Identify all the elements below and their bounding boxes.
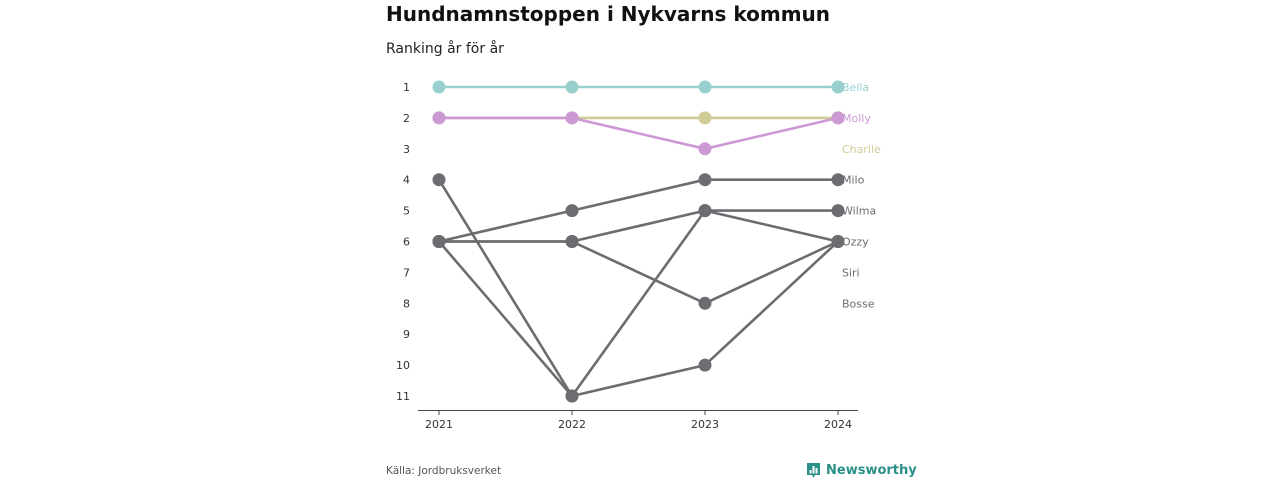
data-point-siri — [565, 389, 579, 403]
series-lines — [437, 85, 840, 398]
series-line-wilma — [437, 209, 840, 243]
y-axis-tick-labels: 1 2 3 4 5 6 7 8 9 10 11 — [396, 81, 410, 403]
series-line-bosse — [437, 209, 840, 398]
data-point-milo — [831, 173, 845, 187]
bar-chart-icon — [807, 463, 820, 478]
newsworthy-logo: Newsworthy — [806, 462, 917, 479]
y-tick-label: 5 — [403, 205, 410, 218]
data-point-bella — [698, 80, 712, 94]
series-line-siri — [437, 178, 840, 398]
x-axis-ticks: 2021 2022 2023 2024 — [425, 410, 852, 431]
source-note: Källa: Jordbruksverket — [386, 465, 502, 477]
y-tick-label: 2 — [403, 112, 410, 125]
y-tick-label: 3 — [403, 143, 410, 156]
data-point-wilma — [831, 204, 845, 218]
end-label-ozzy: Ozzy — [842, 236, 869, 249]
data-point-wilma — [565, 235, 579, 248]
x-tick-label: 2024 — [824, 418, 852, 431]
series-line-milo — [437, 178, 840, 243]
y-tick-label: 9 — [403, 328, 410, 341]
data-point-ozzy — [831, 235, 845, 248]
data-point-charlie — [698, 111, 712, 125]
data-point-molly — [565, 111, 579, 125]
data-point-bella — [831, 80, 845, 94]
series-line-molly — [437, 116, 840, 151]
end-label-wilma: Wilma — [842, 205, 876, 218]
series-end-labels: Bella Molly Charlie Milo Wilma Ozzy Siri Bosse — [842, 81, 881, 310]
data-point-milo — [698, 173, 712, 187]
end-label-bosse: Bosse — [842, 297, 875, 310]
data-point-molly — [698, 142, 712, 156]
brand-name: Newsworthy — [826, 463, 917, 478]
x-tick-label: 2022 — [558, 418, 586, 431]
y-tick-label: 4 — [403, 174, 410, 187]
end-label-milo: Milo — [842, 174, 865, 187]
data-point-bella — [432, 80, 446, 94]
end-label-bella: Bella — [842, 81, 869, 94]
data-point-bella — [565, 80, 579, 94]
y-tick-label: 6 — [403, 236, 410, 249]
series-points — [432, 80, 845, 403]
end-label-molly: Molly — [842, 112, 871, 125]
data-point-milo — [432, 235, 446, 248]
data-point-ozzy — [698, 296, 712, 310]
y-tick-label: 11 — [396, 390, 410, 403]
chart-title: Hundnamnstoppen i Nykvarns kommun — [386, 2, 831, 26]
series-line-ozzy — [437, 240, 840, 305]
data-point-siri — [698, 358, 712, 372]
x-tick-label: 2021 — [425, 418, 453, 431]
data-point-wilma — [698, 204, 712, 218]
data-point-molly — [831, 111, 845, 125]
y-tick-label: 10 — [396, 359, 410, 372]
data-point-molly — [432, 111, 446, 125]
data-point-milo — [565, 204, 579, 218]
y-tick-label: 8 — [403, 297, 410, 310]
data-point-siri — [432, 173, 446, 187]
chart-subtitle: Ranking år för år — [386, 41, 504, 57]
end-label-charlie: Charlie — [842, 143, 881, 156]
end-label-siri: Siri — [842, 266, 860, 279]
y-tick-label: 7 — [403, 266, 410, 279]
x-tick-label: 2023 — [691, 418, 719, 431]
y-tick-label: 1 — [403, 81, 410, 94]
